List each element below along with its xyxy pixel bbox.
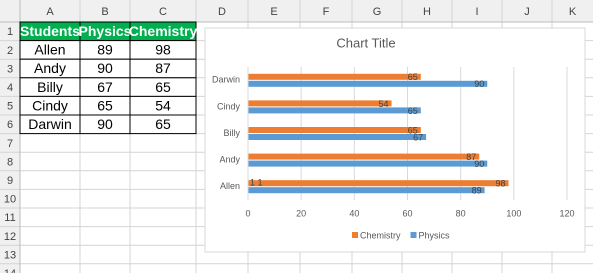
row-header: 14 xyxy=(4,268,16,273)
row-header: 11 xyxy=(4,212,15,224)
data-label: 67 xyxy=(413,132,423,142)
x-tick-label: 20 xyxy=(296,208,306,218)
y-tick-label: Cindy xyxy=(217,101,241,111)
y-tick-label: Allen xyxy=(220,181,240,191)
column-header: F xyxy=(323,6,330,18)
chart-title: Chart Title xyxy=(336,35,395,50)
table-header: Physics xyxy=(79,23,132,39)
y-tick-label: Billy xyxy=(223,128,240,138)
table-cell-text: 90 xyxy=(97,60,113,76)
data-label: 65 xyxy=(408,72,418,82)
row-header: 6 xyxy=(7,119,13,131)
table-cell-text: 89 xyxy=(97,42,113,58)
legend-label: Physics xyxy=(419,230,451,240)
column-header: G xyxy=(373,6,382,18)
row-header: 13 xyxy=(4,249,16,261)
row-header: 12 xyxy=(4,231,16,243)
bar xyxy=(248,160,488,167)
bar xyxy=(248,153,480,160)
table-cell-text: Darwin xyxy=(28,116,72,132)
data-label: 90 xyxy=(474,79,484,89)
table-header: Chemistry xyxy=(129,23,198,39)
row-header: 4 xyxy=(7,82,13,94)
data-label: 89 xyxy=(472,186,482,196)
legend-swatch xyxy=(410,232,417,238)
bar xyxy=(248,134,427,140)
bar xyxy=(248,180,509,187)
table-cell xyxy=(129,114,197,135)
bar xyxy=(248,100,392,107)
table-header: Students xyxy=(20,23,80,39)
data-label: 54 xyxy=(379,99,389,109)
table-cell-text: 67 xyxy=(97,79,113,95)
row-header: 10 xyxy=(4,194,16,206)
annotation: 1 1 xyxy=(250,177,263,187)
x-tick-label: 60 xyxy=(402,208,412,218)
x-tick-label: 40 xyxy=(349,208,359,218)
table-cell-text: 65 xyxy=(155,116,171,132)
table-cell-text: 65 xyxy=(155,79,171,95)
row-header: 7 xyxy=(7,138,13,150)
bar xyxy=(248,107,421,114)
column-header: K xyxy=(569,6,577,18)
x-tick-label: 0 xyxy=(245,208,250,218)
table-cell-text: Allen xyxy=(34,42,65,58)
table-cell-text: Cindy xyxy=(32,97,68,113)
column-header: J xyxy=(524,6,530,18)
column-header: D xyxy=(218,6,226,18)
column-header: C xyxy=(159,6,167,18)
y-tick-label: Andy xyxy=(219,154,240,164)
data-label: 65 xyxy=(408,106,418,116)
row-header-bg xyxy=(0,0,20,273)
bar xyxy=(248,73,421,80)
table-cell-text: 65 xyxy=(97,97,113,113)
row-header: 3 xyxy=(7,63,13,75)
table-cell-text: 54 xyxy=(155,97,171,113)
column-header: E xyxy=(270,6,277,18)
table-cell-text: 90 xyxy=(97,116,113,132)
legend-label: Chemistry xyxy=(360,230,401,240)
bar xyxy=(248,127,421,133)
row-header: 8 xyxy=(7,156,13,168)
column-header: A xyxy=(46,6,54,18)
row-header: 5 xyxy=(7,101,13,113)
row-header: 1 xyxy=(7,26,13,38)
row-header: 9 xyxy=(7,175,13,187)
legend-swatch xyxy=(352,232,358,238)
bar xyxy=(248,80,488,87)
data-label: 87 xyxy=(466,152,476,162)
bar xyxy=(248,187,485,194)
column-header: I xyxy=(475,6,478,18)
x-tick-label: 80 xyxy=(456,208,466,218)
table-cell-text: 98 xyxy=(155,42,171,58)
y-tick-label: Darwin xyxy=(212,75,240,85)
column-header: B xyxy=(101,6,108,18)
data-label: 65 xyxy=(408,125,418,135)
table-cell-text: 87 xyxy=(155,60,171,76)
data-label: 90 xyxy=(474,159,484,169)
table-cell-text: Andy xyxy=(34,60,66,76)
x-tick-label: 120 xyxy=(559,208,574,218)
row-header: 2 xyxy=(7,45,13,57)
data-label: 98 xyxy=(496,179,506,189)
x-tick-label: 100 xyxy=(506,208,521,218)
header-bg xyxy=(0,0,593,22)
column-header: H xyxy=(423,6,431,18)
table-cell-text: Billy xyxy=(37,79,63,95)
